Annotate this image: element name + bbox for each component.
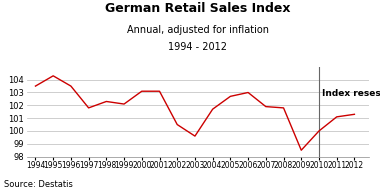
Text: Annual, adjusted for inflation: Annual, adjusted for inflation [127, 25, 269, 35]
Text: Source: Destatis: Source: Destatis [4, 180, 73, 189]
Text: Index resest in 2010 = 100: Index resest in 2010 = 100 [321, 89, 380, 98]
Text: 1994 - 2012: 1994 - 2012 [168, 42, 227, 52]
Text: German Retail Sales Index: German Retail Sales Index [105, 2, 290, 15]
